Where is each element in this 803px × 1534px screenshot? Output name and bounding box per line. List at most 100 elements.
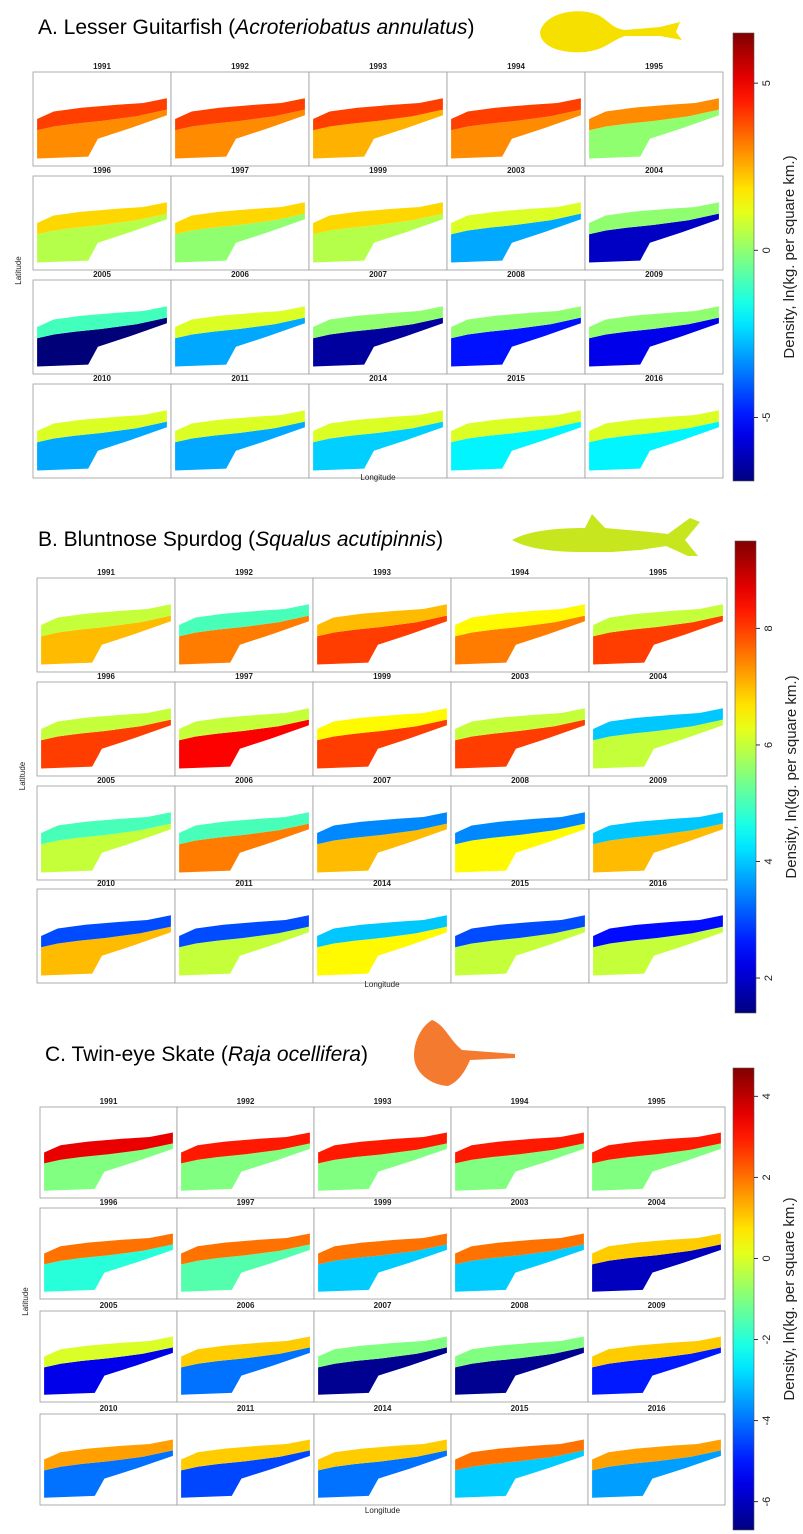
coastal-density	[175, 202, 305, 235]
coastal-density	[181, 1439, 310, 1471]
coastal-density	[589, 202, 719, 235]
offshore-density	[41, 719, 171, 769]
year-label: 1999	[374, 1198, 392, 1207]
year-label: 1999	[373, 672, 391, 681]
offshore-density	[455, 823, 585, 873]
coastal-density	[592, 1233, 721, 1265]
coastal-density	[455, 812, 585, 845]
offshore-density	[593, 926, 723, 976]
offshore-density	[175, 421, 305, 471]
coastal-density	[318, 1336, 447, 1368]
coastal-density	[37, 98, 167, 131]
offshore-density	[592, 1244, 721, 1292]
year-label: 1992	[231, 62, 249, 71]
offshore-density	[181, 1450, 310, 1498]
coastal-density	[317, 604, 447, 637]
panel-title: A. Lesser Guitarfish (Acroteriobatus ann…	[38, 16, 475, 39]
coastal-density	[589, 306, 719, 339]
colorbar-label: Density, ln(kg. per square km.)	[783, 675, 800, 878]
coastal-density	[592, 1132, 721, 1164]
coastal-density	[41, 604, 171, 637]
offshore-density	[451, 213, 581, 263]
offshore-density	[175, 317, 305, 367]
year-label: 1995	[648, 1097, 666, 1106]
year-label: 1991	[100, 1097, 118, 1106]
coastal-density	[181, 1233, 310, 1265]
year-label: 2015	[507, 374, 525, 383]
year-label: 1991	[97, 568, 115, 577]
offshore-density	[44, 1450, 173, 1498]
coastal-density	[592, 1439, 721, 1471]
offshore-density	[181, 1347, 310, 1395]
colorbar-tick-label: -4	[761, 1416, 773, 1426]
offshore-density	[589, 213, 719, 263]
coastal-density	[318, 1132, 447, 1164]
coastal-density	[455, 708, 585, 741]
offshore-density	[589, 109, 719, 159]
coastal-density	[44, 1336, 173, 1368]
offshore-density	[593, 823, 723, 873]
year-label: 2004	[649, 672, 667, 681]
offshore-density	[313, 213, 443, 263]
offshore-density	[179, 823, 309, 873]
guitarfish-icon	[540, 11, 682, 53]
offshore-density	[318, 1347, 447, 1395]
offshore-density	[455, 926, 585, 976]
offshore-density	[317, 823, 447, 873]
year-label: 2008	[511, 1301, 529, 1310]
offshore-density	[44, 1347, 173, 1395]
offshore-density	[317, 926, 447, 976]
colorbar-tick-label: 4	[761, 1093, 773, 1099]
colorbar-tick-label: 4	[763, 858, 775, 864]
year-label: 2014	[373, 879, 391, 888]
colorbar-tick-label: -2	[761, 1335, 773, 1345]
year-label: 2008	[507, 270, 525, 279]
colorbar	[732, 32, 755, 482]
coastal-density	[313, 306, 443, 339]
title-part: )	[468, 16, 475, 39]
offshore-density	[455, 1347, 584, 1395]
offshore-density	[589, 317, 719, 367]
coastal-density	[175, 98, 305, 131]
title-part: Raja ocellifera	[228, 1043, 361, 1066]
coastal-density	[179, 915, 309, 948]
coastal-density	[455, 1132, 584, 1164]
offshore-density	[44, 1244, 173, 1292]
year-label: 2015	[511, 879, 529, 888]
title-part: A. Lesser Guitarfish (	[38, 16, 235, 39]
colorbar-label: Density, ln(kg. per square km.)	[781, 155, 798, 358]
coastal-density	[455, 604, 585, 637]
offshore-density	[313, 317, 443, 367]
coastal-density	[455, 915, 585, 948]
offshore-density	[455, 719, 585, 769]
offshore-density	[317, 615, 447, 665]
year-label: 2003	[511, 672, 529, 681]
year-label: 2005	[93, 270, 111, 279]
colorbar	[732, 1067, 755, 1531]
colorbar-tick-label: 0	[761, 1255, 773, 1261]
year-label: 1995	[645, 62, 663, 71]
coastal-density	[179, 708, 309, 741]
year-label: 1994	[511, 568, 529, 577]
coastal-density	[44, 1233, 173, 1265]
year-label: 1994	[511, 1097, 529, 1106]
colorbar-label: Density, ln(kg. per square km.)	[781, 1197, 798, 1400]
year-label: 2005	[97, 776, 115, 785]
coastal-density	[318, 1439, 447, 1471]
colorbar-tick-label: -5	[761, 413, 773, 423]
coastal-density	[318, 1233, 447, 1265]
coastal-density	[175, 410, 305, 443]
offshore-density	[37, 421, 167, 471]
offshore-density	[179, 719, 309, 769]
colorbar-tick-label: 2	[763, 975, 775, 981]
offshore-density	[592, 1143, 721, 1191]
colorbar-tick-label: 5	[761, 80, 773, 86]
year-label: 2016	[645, 374, 663, 383]
panel-title: C. Twin-eye Skate (Raja ocellifera)	[45, 1043, 368, 1066]
offshore-density	[37, 213, 167, 263]
offshore-density	[37, 317, 167, 367]
offshore-density	[318, 1143, 447, 1191]
offshore-density	[313, 421, 443, 471]
coastal-density	[37, 202, 167, 235]
